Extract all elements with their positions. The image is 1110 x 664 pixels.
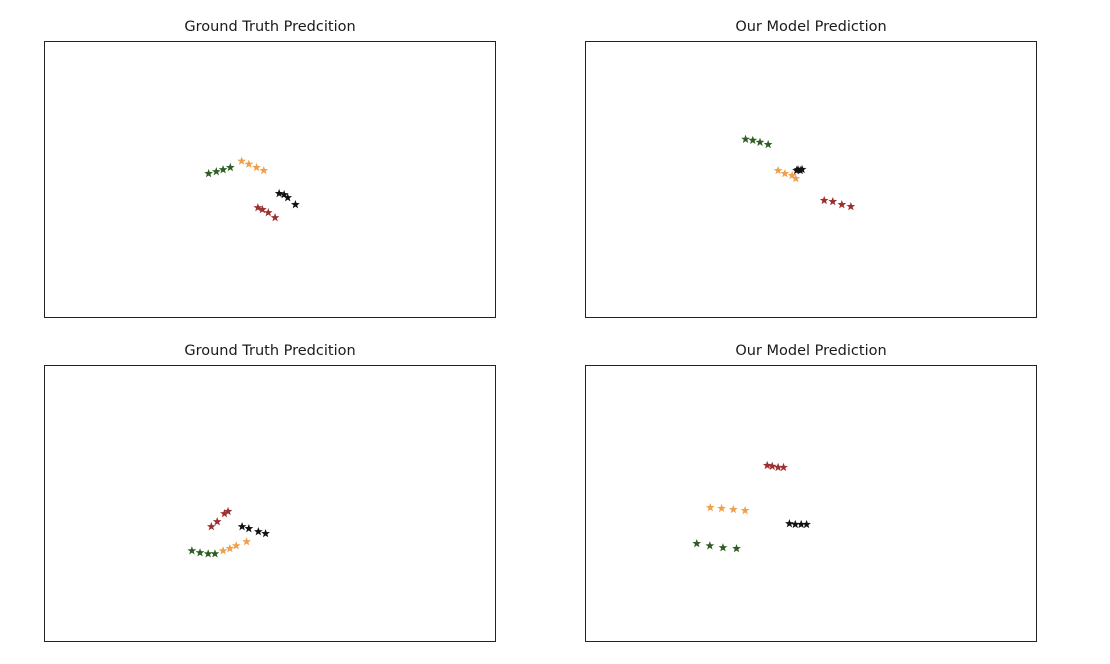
star-point-s3-p0 — [819, 195, 829, 205]
star-point-s2-p2 — [796, 519, 806, 529]
star-point-s0-p1 — [705, 541, 715, 550]
star-point-s3-p2 — [773, 462, 783, 472]
plot-marks — [692, 460, 811, 553]
star-point-s1-p3 — [740, 505, 750, 515]
star-point-s1-p1 — [717, 503, 726, 513]
star-point-s2-p1 — [790, 519, 800, 529]
star-point-s3-p0 — [253, 203, 263, 212]
star-point-s2-p0 — [785, 519, 794, 528]
star-point-s1-p3 — [259, 165, 269, 175]
star-point-s1-p1 — [225, 543, 235, 553]
panel-title: Ground Truth Predcition — [184, 19, 356, 35]
star-point-s3-p2 — [837, 200, 847, 209]
star-point-s1-p3 — [791, 173, 801, 183]
star-point-s2-p3 — [802, 519, 811, 529]
star-point-s3-p1 — [767, 461, 777, 470]
star-point-s3-p3 — [779, 462, 788, 472]
star-point-s1-p0 — [705, 502, 715, 512]
star-point-s3-p3 — [846, 201, 856, 211]
star-point-s2-p0 — [237, 522, 247, 531]
star-point-s1-p2 — [252, 162, 261, 172]
star-point-s1-p0 — [773, 165, 783, 175]
plot-marks — [741, 134, 856, 211]
star-point-s3-p0 — [762, 460, 772, 470]
star-point-s3-p1 — [212, 517, 222, 526]
star-point-s1-p0 — [218, 546, 228, 555]
star-point-s3-p3 — [223, 506, 233, 516]
star-point-s0-p0 — [741, 134, 750, 143]
star-point-s0-p2 — [218, 165, 228, 174]
star-point-s0-p2 — [718, 543, 728, 552]
plot-marks — [187, 506, 270, 558]
plot-area — [585, 365, 1037, 642]
star-point-s1-p1 — [244, 159, 254, 168]
star-point-s2-p1 — [279, 190, 289, 199]
star-point-s3-p2 — [263, 208, 273, 217]
star-point-s3-p3 — [270, 213, 280, 222]
star-point-s3-p1 — [828, 196, 838, 206]
plot-area — [44, 365, 496, 642]
panel-title: Our Model Prediction — [735, 343, 887, 359]
star-point-s0-p2 — [755, 137, 765, 146]
star-point-s0-p0 — [204, 168, 213, 178]
star-point-s3-p1 — [258, 204, 267, 214]
star-point-s2-p2 — [253, 527, 263, 536]
star-point-s2-p3 — [793, 165, 803, 174]
star-point-s0-p3 — [763, 139, 773, 149]
panel-title: Ground Truth Predcition — [184, 343, 356, 359]
star-point-s3-p2 — [220, 509, 229, 518]
star-point-s3-p0 — [206, 522, 216, 531]
plot-area — [44, 41, 496, 318]
star-point-s0-p2 — [203, 549, 213, 558]
panel-title: Our Model Prediction — [735, 19, 887, 35]
star-point-s0-p3 — [732, 543, 741, 553]
star-point-s0-p1 — [211, 167, 221, 176]
star-point-s0-p1 — [195, 548, 205, 557]
star-point-s0-p1 — [748, 135, 758, 145]
star-point-s1-p2 — [787, 170, 797, 180]
star-point-s2-p1 — [244, 524, 254, 533]
star-point-s1-p2 — [728, 504, 738, 514]
star-point-s1-p3 — [242, 537, 251, 546]
star-point-s1-p1 — [780, 168, 790, 178]
star-point-s0-p3 — [210, 549, 220, 558]
plot-marks — [204, 156, 300, 222]
star-point-s0-p0 — [187, 546, 197, 555]
star-point-s2-p3 — [291, 200, 300, 209]
star-point-s2-p0 — [274, 188, 284, 198]
star-point-s1-p2 — [231, 541, 241, 550]
star-point-s2-p2 — [283, 193, 293, 202]
star-point-s0-p0 — [692, 538, 702, 548]
star-point-s1-p0 — [237, 156, 246, 165]
plot-area — [585, 41, 1037, 318]
star-point-s2-p3 — [261, 528, 270, 538]
star-point-s2-p2 — [797, 164, 807, 174]
star-point-s0-p3 — [225, 162, 235, 172]
